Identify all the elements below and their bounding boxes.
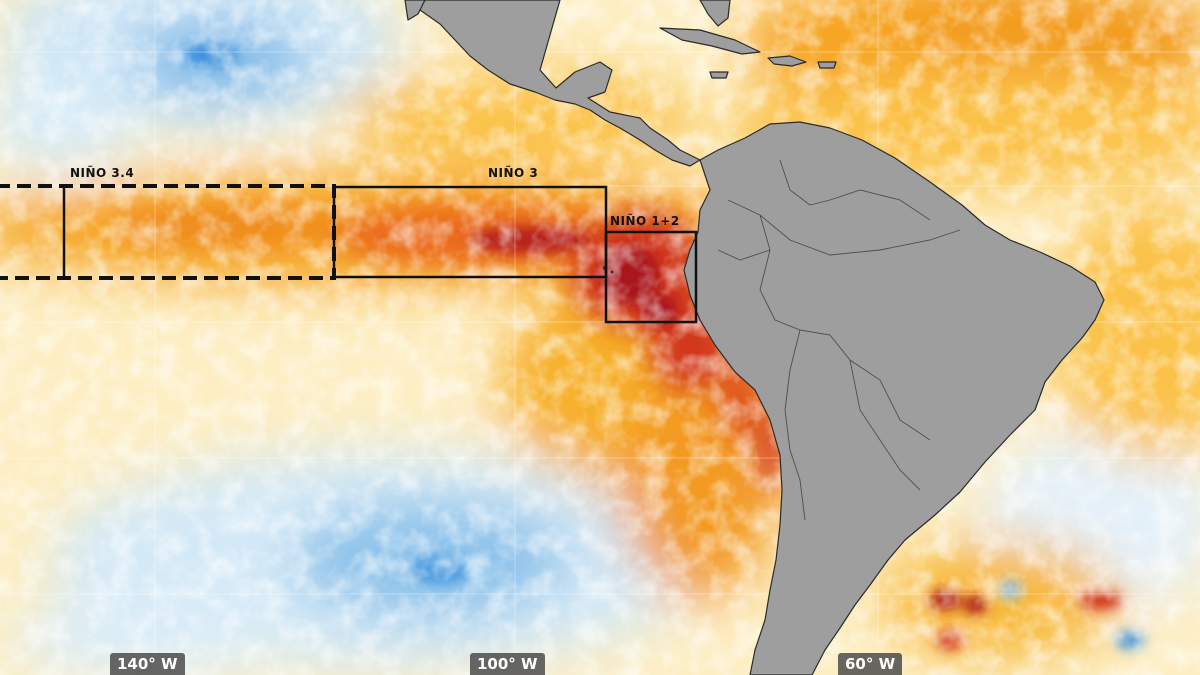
longitude-label-100w: 100° W [470,653,545,675]
landmass [404,0,1105,675]
land-south-america [683,121,1105,675]
land-cuba [659,27,761,55]
nino12-label: NIÑO 1+2 [610,214,680,228]
nino3-label: NIÑO 3 [488,166,539,180]
nino34-label: NIÑO 3.4 [70,166,135,180]
nino12-box [604,230,698,324]
longitude-label-60w: 60° W [838,653,903,675]
nino-regions [0,184,698,324]
land-central-america [404,0,701,167]
country-borders [717,159,961,521]
longitude-label-140w: 140° W [110,653,185,675]
